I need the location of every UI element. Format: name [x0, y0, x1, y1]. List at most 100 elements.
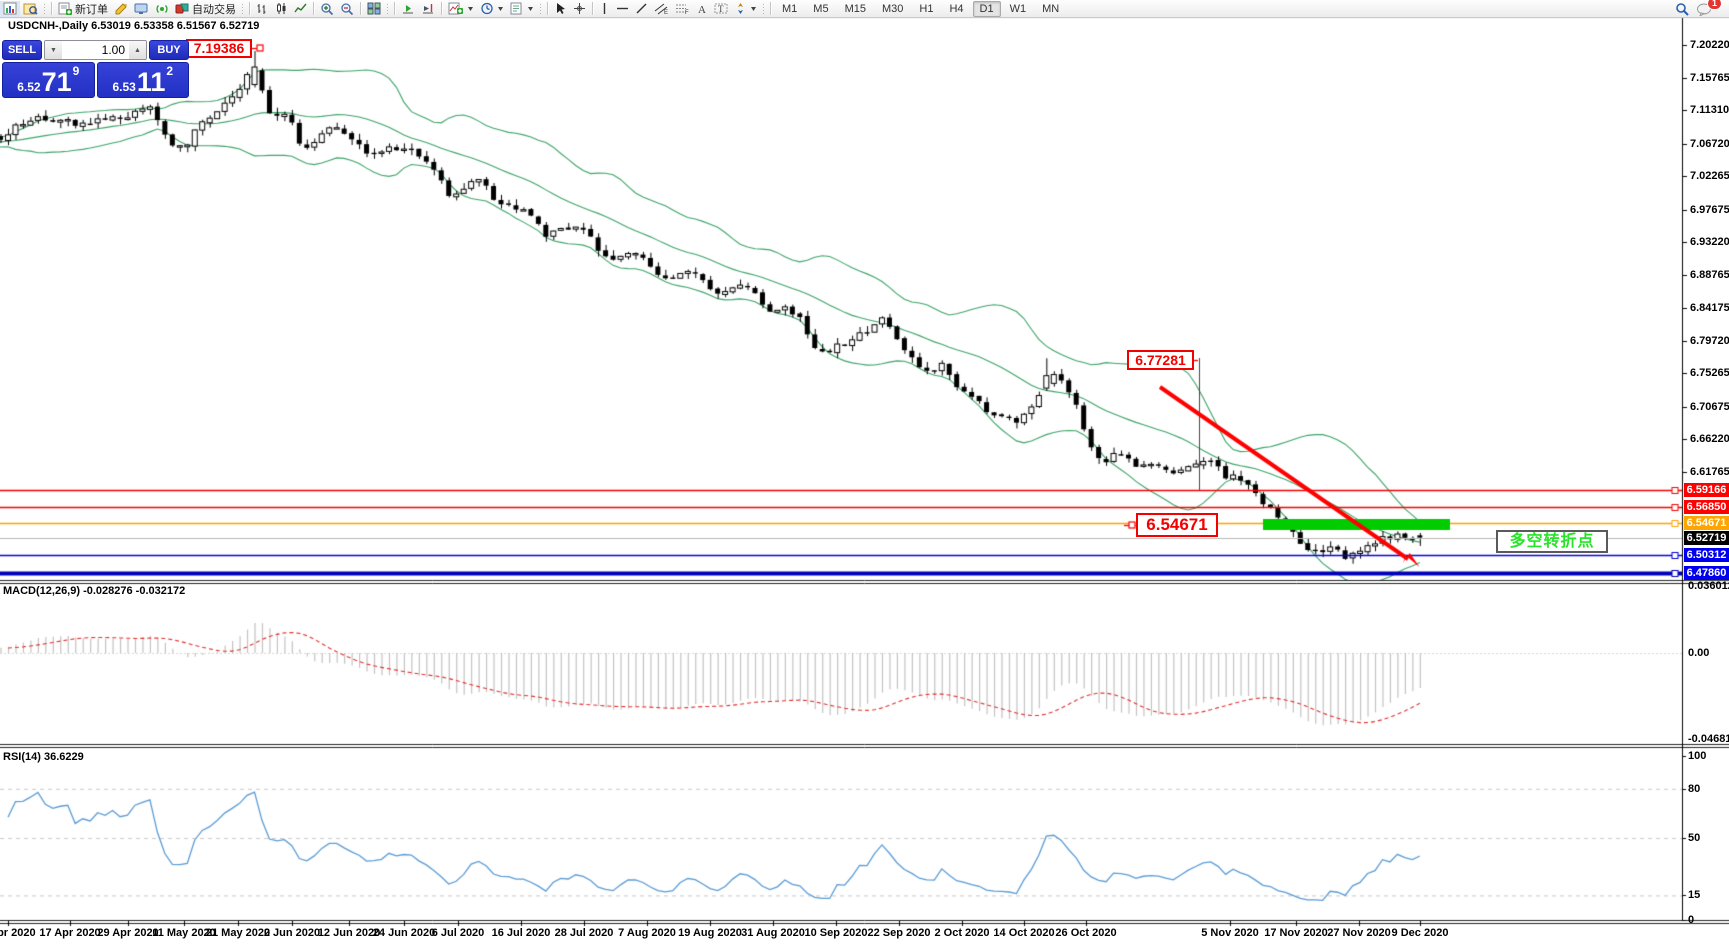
horizontal-line-tool-icon[interactable] — [613, 1, 632, 17]
date-tick: 19 Aug 2020 — [678, 927, 742, 939]
price-tick: 6.97675 — [1690, 203, 1729, 216]
buy-button[interactable]: BUY — [149, 40, 189, 60]
date-tick: 24 Jun 2020 — [372, 927, 436, 939]
price-label-high-2[interactable]: 6.77281 — [1127, 350, 1194, 370]
price-tick: 6.79720 — [1690, 334, 1729, 347]
price-label-high-1[interactable]: 7.19386 — [186, 39, 252, 58]
bar-chart-mode-icon[interactable] — [253, 1, 272, 17]
autotrading-button[interactable]: 自动交易 — [172, 1, 239, 17]
price-tick: 6.70675 — [1690, 400, 1729, 413]
channel-tool-icon[interactable]: E — [651, 1, 672, 17]
rsi-scale-label: 15 — [1688, 889, 1701, 902]
metaeditor-icon[interactable] — [111, 1, 131, 17]
sell-price-small: 6.52 — [17, 80, 41, 94]
date-tick: 17 Nov 2020 — [1264, 927, 1328, 939]
date-tick: 10 Sep 2020 — [804, 927, 868, 939]
buy-price-button[interactable]: 6.53 11 2 — [96, 62, 189, 98]
sell-button[interactable]: SELL — [2, 40, 42, 60]
chart-profiles-icon[interactable] — [20, 1, 41, 17]
volume-stepper: ▼ 1.00 ▲ — [44, 40, 147, 60]
vertical-line-tool-icon[interactable] — [596, 1, 613, 17]
price-level-badge: 6.47860 — [1684, 565, 1729, 580]
tf-m30[interactable]: M30 — [881, 2, 904, 15]
date-tick: 22 Sep 2020 — [867, 927, 931, 939]
zoom-out-icon[interactable] — [337, 1, 357, 17]
terminal-icon[interactable] — [131, 1, 152, 17]
price-tick: 6.75265 — [1690, 367, 1729, 380]
crosshair-icon[interactable] — [570, 1, 589, 17]
new-order-label: 新订单 — [75, 3, 108, 16]
sell-price-sup: 9 — [72, 64, 80, 78]
price-tick: 6.88765 — [1690, 268, 1729, 281]
candlestick-mode-icon[interactable] — [272, 1, 291, 17]
new-order-button[interactable]: 新订单 — [55, 1, 111, 17]
price-level-badge: 6.50312 — [1684, 548, 1729, 563]
rsi-scale-label: 100 — [1688, 750, 1707, 762]
tf-m5[interactable]: M5 — [813, 2, 829, 15]
price-tick: 7.11310 — [1690, 104, 1729, 116]
rsi-scale-label: 0 — [1688, 914, 1695, 926]
chart-shift-icon[interactable] — [418, 1, 438, 17]
date-tick: 7 Aug 2020 — [618, 927, 676, 939]
macd-label: MACD(12,26,9) -0.028276 -0.032172 — [3, 585, 186, 597]
buy-price-big: 11 — [136, 67, 166, 97]
volume-value[interactable]: 1.00 — [101, 43, 125, 57]
buy-price-sup: 2 — [166, 64, 174, 78]
price-label-support[interactable]: 6.54671 — [1136, 513, 1218, 537]
tile-windows-icon[interactable] — [364, 1, 384, 17]
text-tool-icon[interactable]: A — [693, 1, 711, 17]
search-icon[interactable] — [1672, 1, 1693, 17]
date-tick: 7 Apr 2020 — [0, 927, 36, 939]
trendline-tool-icon[interactable] — [632, 1, 651, 17]
date-tick: 6 Jul 2020 — [431, 927, 485, 939]
tf-m1[interactable]: M1 — [782, 2, 798, 15]
price-tick: 7.15765 — [1690, 71, 1729, 84]
tf-d1[interactable]: D1 — [972, 0, 1001, 17]
tf-h1[interactable]: H1 — [919, 2, 934, 15]
line-chart-mode-icon[interactable] — [291, 1, 310, 17]
tf-h4[interactable]: H4 — [949, 2, 964, 15]
signals-icon[interactable] — [152, 1, 172, 17]
rsi-scale-label: 80 — [1688, 782, 1701, 795]
sell-price-button[interactable]: 6.52 71 9 — [2, 62, 95, 98]
date-tick: 12 Jun 2020 — [317, 927, 381, 939]
fibonacci-tool-icon[interactable]: F — [672, 1, 693, 17]
tf-m15[interactable]: M15 — [844, 2, 866, 15]
cursor-icon[interactable] — [551, 1, 570, 17]
date-tick: 28 Jul 2020 — [554, 927, 614, 939]
price-level-badge: 6.56850 — [1684, 500, 1729, 515]
tf-mn[interactable]: MN — [1042, 2, 1060, 15]
rsi-scale-label: 50 — [1688, 832, 1701, 844]
text-label-tool-icon[interactable]: T — [711, 1, 731, 17]
turning-point-note[interactable]: 多空转折点 — [1496, 530, 1608, 553]
volume-decrease-button[interactable]: ▼ — [45, 41, 62, 59]
date-tick: 27 Nov 2020 — [1327, 927, 1391, 939]
indicators-icon[interactable] — [445, 1, 477, 17]
zoom-in-icon[interactable] — [317, 1, 337, 17]
date-tick: 2 Jun 2020 — [263, 927, 321, 939]
notification-badge: 1 — [1706, 0, 1722, 10]
price-level-badge: 6.52719 — [1684, 530, 1729, 545]
tf-w1[interactable]: W1 — [1009, 2, 1027, 15]
auto-scroll-icon[interactable] — [398, 1, 418, 17]
price-tick: 6.93220 — [1690, 236, 1729, 248]
notifications-icon[interactable]: 1 — [1693, 0, 1722, 17]
price-tick: 7.20220 — [1690, 39, 1729, 51]
sell-price-big: 71 — [41, 67, 72, 97]
open-chart-icon[interactable] — [0, 0, 20, 17]
chart-info-line: USDCNH-,Daily 6.53019 6.53358 6.51567 6.… — [8, 20, 260, 32]
autotrading-label: 自动交易 — [192, 3, 236, 16]
date-tick: 2 Oct 2020 — [934, 927, 990, 939]
templates-icon[interactable] — [507, 1, 537, 17]
arrows-tool-icon[interactable] — [731, 1, 760, 17]
date-tick: 31 Aug 2020 — [741, 927, 805, 939]
date-tick: 11 May 2020 — [152, 927, 216, 939]
svg-text:A: A — [698, 4, 706, 15]
svg-text:T: T — [718, 4, 724, 14]
periods-icon[interactable] — [477, 1, 507, 17]
date-tick: 21 May 2020 — [205, 927, 271, 939]
one-click-trading-panel: SELL ▼ 1.00 ▲ BUY 6.52 71 9 6.53 11 2 — [2, 40, 189, 98]
volume-increase-button[interactable]: ▲ — [129, 41, 146, 59]
date-tick: 26 Oct 2020 — [1055, 927, 1117, 939]
